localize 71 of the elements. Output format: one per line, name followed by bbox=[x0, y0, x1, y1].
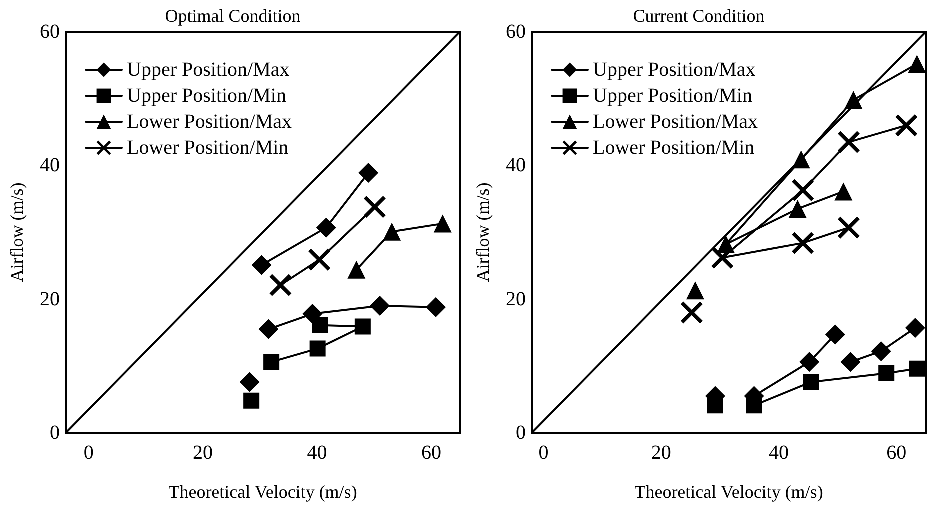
point bbox=[896, 114, 918, 137]
point bbox=[264, 354, 280, 370]
point bbox=[905, 318, 926, 338]
legend-label: Lower Position/Max bbox=[593, 111, 758, 133]
y-tick-label: 60 bbox=[506, 21, 526, 43]
point bbox=[908, 55, 926, 74]
point bbox=[383, 222, 402, 241]
point bbox=[878, 366, 895, 382]
legend-label: Upper Position/Max bbox=[593, 59, 756, 81]
point bbox=[358, 163, 379, 184]
point bbox=[800, 352, 820, 372]
point bbox=[244, 392, 260, 409]
x-axis-title: Theoretical Velocity (m/s) bbox=[168, 482, 358, 502]
legend-label: Upper Position/Min bbox=[593, 85, 752, 107]
point bbox=[270, 274, 292, 296]
point bbox=[308, 248, 331, 271]
point bbox=[844, 91, 863, 110]
y-tick-label: 40 bbox=[40, 154, 60, 177]
x-tick-label: 0 bbox=[538, 442, 549, 464]
point bbox=[834, 182, 853, 201]
point bbox=[312, 317, 328, 334]
y-axis-title: Airflow (m/s) bbox=[7, 182, 27, 282]
chart-title: Optimal Condition bbox=[165, 6, 301, 26]
point bbox=[252, 255, 272, 276]
y-tick-label: 20 bbox=[506, 288, 526, 310]
legend-label: Lower Position/Min bbox=[127, 137, 289, 159]
point bbox=[712, 246, 734, 269]
point bbox=[803, 374, 820, 390]
point bbox=[364, 196, 386, 218]
x-tick-label: 60 bbox=[886, 442, 907, 464]
legend-label: Upper Position/Min bbox=[127, 85, 286, 107]
legend-label: Upper Position/Max bbox=[127, 59, 290, 81]
point bbox=[686, 282, 704, 300]
y-axis-title: Airflow (m/s) bbox=[473, 182, 493, 282]
point bbox=[426, 297, 446, 318]
point bbox=[838, 131, 860, 154]
point bbox=[792, 232, 814, 254]
y-tick-label: 0 bbox=[516, 422, 526, 444]
y-tick-label: 0 bbox=[50, 422, 60, 444]
x-tick-label: 60 bbox=[421, 442, 442, 464]
point bbox=[434, 214, 452, 233]
legend-label: Lower Position/Min bbox=[593, 137, 755, 159]
point bbox=[258, 319, 279, 340]
point bbox=[370, 296, 390, 316]
point bbox=[354, 318, 371, 335]
point bbox=[840, 352, 861, 372]
point bbox=[240, 372, 260, 392]
point bbox=[792, 179, 814, 202]
x-tick-label: 40 bbox=[768, 442, 789, 464]
point bbox=[871, 341, 892, 362]
point bbox=[825, 324, 846, 345]
point bbox=[348, 260, 366, 279]
point bbox=[788, 200, 807, 218]
x-axis-title: Theoretical Velocity (m/s) bbox=[634, 482, 824, 502]
x-tick-label: 40 bbox=[307, 442, 328, 464]
point bbox=[838, 216, 860, 239]
point bbox=[909, 360, 926, 377]
point bbox=[310, 340, 326, 357]
x-tick-label: 20 bbox=[651, 442, 672, 464]
y-tick-label: 20 bbox=[40, 288, 60, 310]
point bbox=[792, 150, 810, 169]
x-tick-label: 20 bbox=[193, 442, 214, 464]
point bbox=[680, 302, 703, 324]
point bbox=[707, 398, 724, 414]
legend-label: Lower Position/Max bbox=[127, 111, 292, 133]
chart-title: Current Condition bbox=[633, 6, 765, 26]
point bbox=[316, 218, 336, 238]
y-tick-label: 60 bbox=[40, 21, 60, 43]
y-tick-label: 40 bbox=[506, 154, 526, 177]
x-tick-label: 0 bbox=[84, 442, 94, 464]
point bbox=[746, 398, 762, 414]
